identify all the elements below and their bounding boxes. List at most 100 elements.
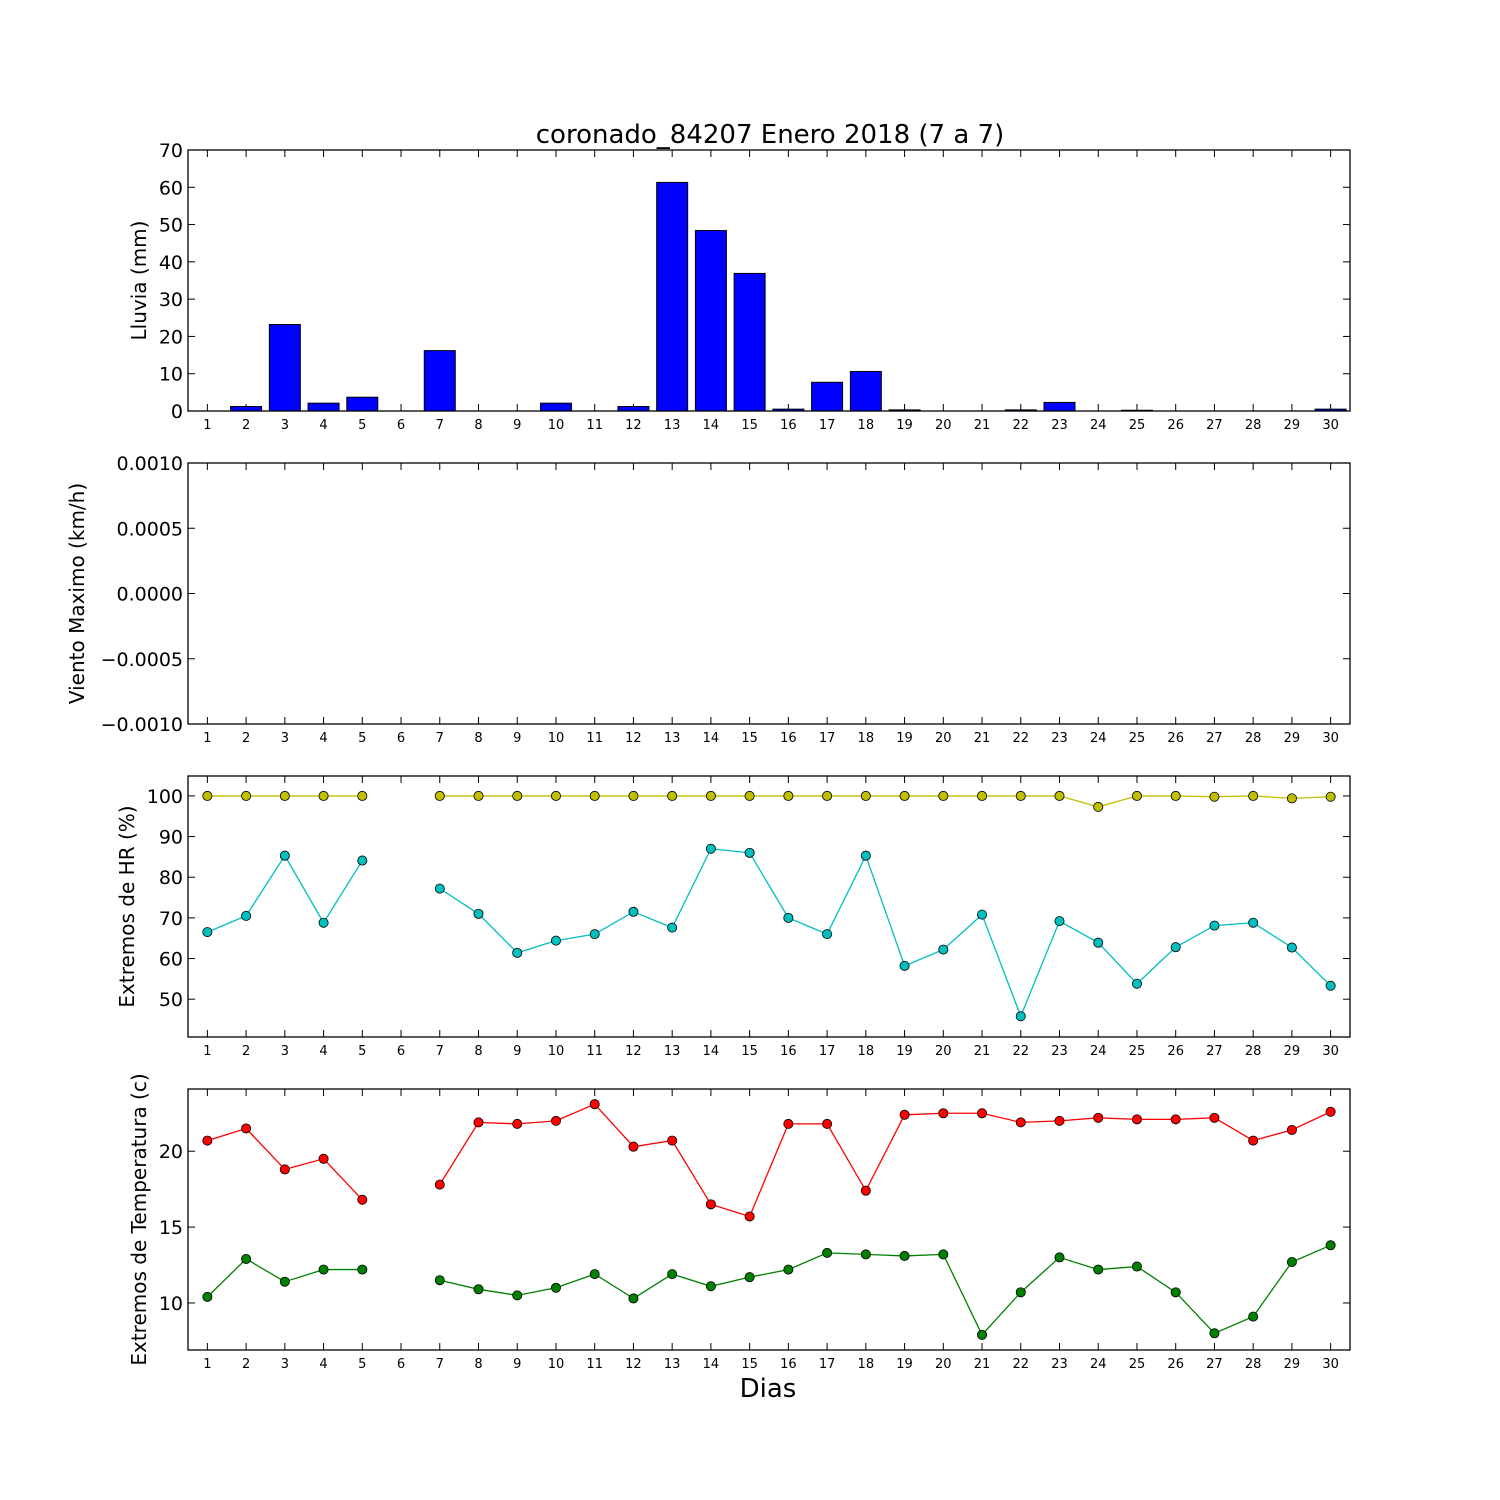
temp-max-point-day-3 [279,1164,290,1175]
y-tick-label: 0.0005 [117,518,183,540]
x-tick-label: 18 [858,1044,875,1059]
y-tick-label: 20 [159,326,183,348]
temp-max-line [207,1127,363,1201]
hr-min-point-day-16 [783,912,794,923]
x-tick-label: 2 [242,1357,250,1372]
hr-max-point-day-24 [1093,801,1104,812]
x-tick-label: 10 [548,418,565,433]
x-tick-label: 18 [858,418,875,433]
temp-min-point-day-28 [1248,1311,1259,1322]
y-axis-label: Extremos de Temperatura (c) [127,1073,151,1365]
temp-max-point-day-29 [1286,1124,1297,1135]
x-tick-label: 2 [242,418,250,433]
y-tick-label: 90 [159,827,183,849]
x-tick-label: 3 [281,1357,289,1372]
temp-max-point-day-22 [1015,1117,1026,1128]
x-tick-label: 10 [548,1357,565,1372]
hr-min-point-day-7 [434,883,445,894]
x-tick-label: 16 [780,418,797,433]
x-tick-label: 24 [1090,418,1107,433]
hr-max-point-day-26 [1170,790,1181,801]
x-tick-label: 14 [703,1044,720,1059]
hr-min-point-day-12 [628,906,639,917]
temp-max-point-day-15 [744,1211,755,1222]
x-tick-label: 13 [664,418,681,433]
x-tick-label: 1 [203,418,211,433]
y-tick-label: 15 [159,1217,183,1239]
temp-max-point-day-19 [899,1109,910,1120]
x-tick-label: 30 [1322,418,1339,433]
x-tick-label: 12 [625,418,642,433]
x-tick-label: 2 [242,1044,250,1059]
temp-min-point-day-29 [1286,1256,1297,1267]
hr-min-point-day-28 [1248,917,1259,928]
x-tick-label: 25 [1129,731,1146,746]
x-tick-label: 12 [625,731,642,746]
temp-min-point-day-23 [1054,1252,1065,1263]
x-tick-label: 23 [1051,418,1068,433]
temp-max-point-day-7 [434,1179,445,1190]
temp-max-point-day-21 [977,1108,988,1119]
hr-min-point-day-23 [1054,916,1065,927]
x-axis-label: Dias [740,1374,797,1404]
hr-min-point-day-17 [822,929,833,940]
temp-max-point-day-8 [473,1117,484,1128]
hr-min-point-day-3 [279,850,290,861]
x-tick-label: 30 [1322,1357,1339,1372]
hr-max-point-day-22 [1015,790,1026,801]
temp-max-point-day-2 [241,1123,252,1134]
bar-day-23 [1043,401,1076,412]
y-tick-label: 20 [159,1141,183,1163]
x-tick-label: 9 [513,1357,521,1372]
hr-max-point-day-27 [1209,791,1220,802]
x-tick-label: 28 [1245,731,1262,746]
x-tick-label: 25 [1129,418,1146,433]
x-tick-label: 11 [586,1044,603,1059]
bar-day-5 [346,396,379,412]
y-axis-label: Lluvia (mm) [127,221,151,341]
x-tick-label: 7 [436,1357,444,1372]
hr-min-point-day-26 [1170,942,1181,953]
x-tick-label: 17 [819,1357,836,1372]
x-tick-label: 19 [896,1044,913,1059]
x-tick-label: 27 [1206,1044,1223,1059]
x-tick-label: 8 [474,1044,482,1059]
temp-max-point-day-30 [1325,1106,1336,1117]
y-tick-label: 0 [171,401,183,423]
hr-max-line [439,795,1331,808]
temp-min-point-day-19 [899,1250,910,1261]
temp-max-point-day-27 [1209,1112,1220,1123]
y-tick-label: 60 [159,177,183,199]
bar-day-12 [617,406,650,412]
hr-min-point-day-13 [667,922,678,933]
x-tick-label: 26 [1167,1044,1184,1059]
x-tick-label: 3 [281,731,289,746]
temp-min-line [439,1244,1331,1336]
hr-min-point-day-19 [899,960,910,971]
bar-day-10 [539,402,572,412]
hr-min-point-day-4 [318,917,329,928]
x-tick-label: 26 [1167,418,1184,433]
x-tick-label: 23 [1051,1357,1068,1372]
hr-max-point-day-7 [434,790,445,801]
x-tick-label: 14 [703,731,720,746]
temp-min-point-day-2 [241,1253,252,1264]
y-tick-label: 70 [159,908,183,930]
x-tick-label: 13 [664,731,681,746]
x-tick-label: 22 [1012,731,1029,746]
x-tick-label: 13 [664,1044,681,1059]
x-tick-label: 3 [281,1044,289,1059]
x-tick-label: 15 [741,418,758,433]
x-tick-label: 21 [974,1044,991,1059]
x-tick-label: 21 [974,418,991,433]
y-tick-label: 50 [159,989,183,1011]
hr-min-point-day-15 [744,847,755,858]
temp-max-point-day-5 [357,1194,368,1205]
temp-max-point-day-24 [1093,1112,1104,1123]
x-tick-label: 21 [974,1357,991,1372]
x-tick-label: 10 [548,731,565,746]
x-tick-label: 5 [358,731,366,746]
bar-day-14 [694,230,727,412]
temp-min-point-day-21 [977,1329,988,1340]
hr-min-point-day-1 [202,927,213,938]
